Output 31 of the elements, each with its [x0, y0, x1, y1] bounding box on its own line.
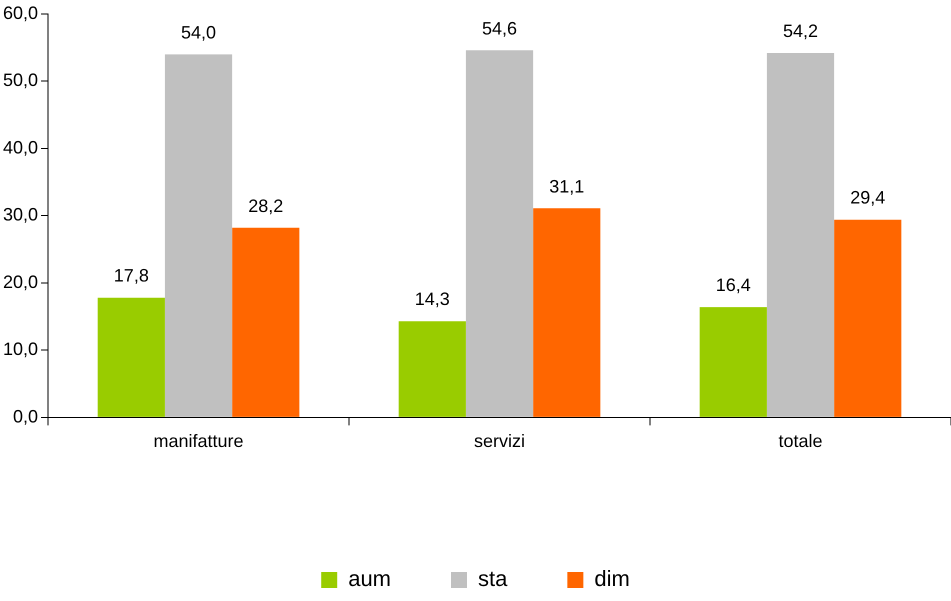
data-label: 54,6 — [482, 18, 518, 38]
bar — [232, 228, 300, 417]
y-tick-label: 40,0 — [2, 137, 38, 158]
data-label: 16,4 — [716, 275, 751, 296]
bar — [766, 52, 834, 417]
y-tick-label: 0,0 — [13, 406, 38, 426]
legend-label: aum — [348, 566, 391, 592]
x-tick-label: totale — [778, 431, 823, 452]
data-label: 54,2 — [782, 20, 818, 41]
bar — [466, 50, 534, 417]
bar — [398, 321, 466, 417]
x-tick-label: manifatture — [154, 431, 244, 452]
bar — [700, 307, 767, 417]
y-tick-label: 10,0 — [2, 339, 38, 360]
y-tick-label: 30,0 — [2, 204, 38, 225]
bar — [164, 54, 232, 417]
data-label: 29,4 — [850, 188, 886, 208]
legend-label: dim — [594, 566, 630, 592]
y-tick-label: 60,0 — [2, 2, 38, 23]
x-tick-label: servizi — [474, 431, 526, 452]
y-tick-label: 50,0 — [2, 70, 38, 90]
data-label: 31,1 — [549, 176, 584, 196]
bar — [533, 208, 600, 417]
legend-label: sta — [478, 566, 508, 592]
bar — [834, 220, 902, 417]
data-label: 17,8 — [114, 266, 149, 286]
bar — [98, 298, 165, 417]
data-label: 14,3 — [414, 289, 450, 310]
data-label: 28,2 — [248, 196, 284, 216]
y-tick-label: 20,0 — [2, 272, 38, 292]
data-label: 54,0 — [181, 22, 216, 42]
